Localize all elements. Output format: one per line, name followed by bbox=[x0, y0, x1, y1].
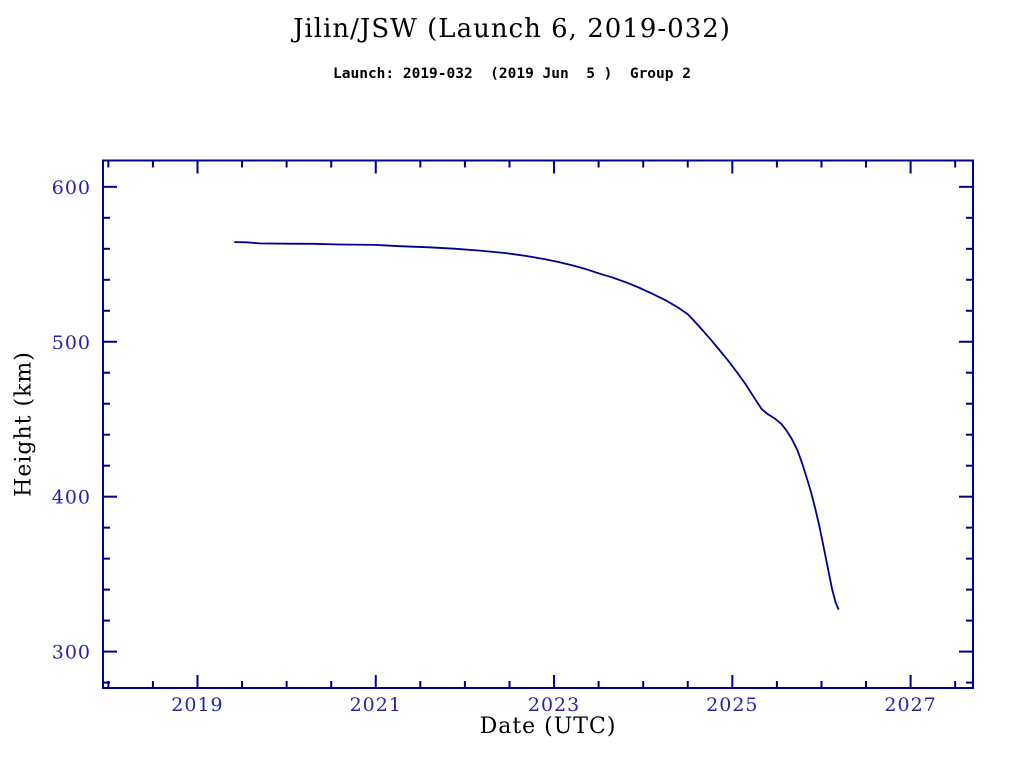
chart-subtitle: Launch: 2019-032 (2019 Jun 5 ) Group 2 bbox=[333, 66, 691, 82]
x-tick-label: 2027 bbox=[884, 694, 936, 716]
x-axis-label: Date (UTC) bbox=[479, 714, 617, 739]
y-tick-label: 500 bbox=[52, 332, 91, 354]
decay-curve bbox=[233, 241, 840, 610]
y-tick-label: 300 bbox=[52, 642, 91, 664]
x-tick-label: 2021 bbox=[350, 694, 402, 716]
x-tick-label: 2023 bbox=[528, 694, 580, 716]
x-tick-label: 2019 bbox=[171, 694, 223, 716]
plot-frame bbox=[102, 159, 974, 689]
y-tick-label: 400 bbox=[52, 487, 91, 509]
chart-title: Jilin/JSW (Launch 6, 2019-032) bbox=[293, 14, 731, 44]
x-tick-label: 2025 bbox=[706, 694, 758, 716]
y-tick-label: 600 bbox=[52, 177, 91, 199]
